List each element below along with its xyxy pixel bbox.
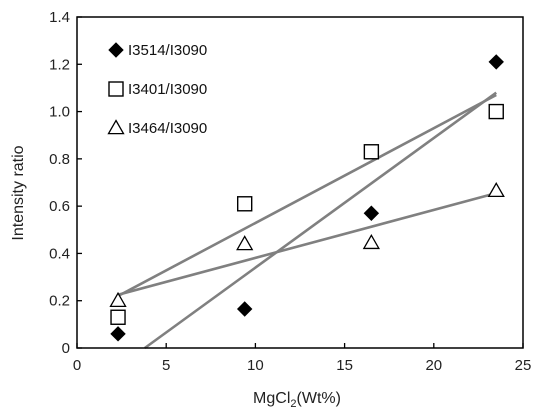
x-axis-label-main: MgCl <box>253 390 290 407</box>
diamond-marker <box>363 205 380 221</box>
triangle-marker <box>107 119 125 135</box>
square-marker <box>236 196 253 212</box>
plot-frame <box>76 16 524 349</box>
diamond-marker <box>236 301 253 317</box>
x-axis-label-subscript: 2 <box>290 398 296 410</box>
x-axis-label-suffix: (Wt%) <box>297 390 341 407</box>
diamond-marker <box>488 54 504 70</box>
triangle-marker <box>362 233 380 250</box>
fit-lines <box>117 91 498 350</box>
x-axis-label: MgCl2(Wt%) <box>253 390 341 410</box>
triangle-marker <box>487 181 505 198</box>
square-marker <box>110 309 126 325</box>
x-tick-label: 25 <box>515 357 532 374</box>
legend: I3514/I3090 I3401/I3090 I3464/I3090 <box>107 42 207 137</box>
triangle-marker <box>109 291 127 307</box>
square-marker <box>488 103 504 120</box>
x-tick-label: 15 <box>336 357 353 374</box>
y-tick-label: 0.6 <box>49 198 70 215</box>
y-tick-label: 0 <box>62 340 70 357</box>
fit-line <box>117 93 497 298</box>
legend-label: I3401/I3090 <box>128 81 207 98</box>
diamond-marker <box>110 326 126 342</box>
y-axis-label: Intensity ratio <box>10 145 27 240</box>
legend-label: I3514/I3090 <box>128 42 207 59</box>
fit-line <box>117 191 497 297</box>
square-marker <box>363 144 380 160</box>
fit-line <box>144 91 498 350</box>
y-tick-label: 0.2 <box>49 293 70 310</box>
square-marker <box>108 81 124 97</box>
triangle-marker <box>236 235 254 251</box>
x-tick-label: 10 <box>247 357 264 374</box>
y-tick-label: 0.4 <box>49 245 70 262</box>
y-tick-label: 0.8 <box>49 151 70 168</box>
y-tick-label: 1.2 <box>49 56 70 73</box>
legend-label: I3464/I3090 <box>128 120 207 137</box>
axes <box>76 16 524 349</box>
x-tick-label: 20 <box>425 357 442 374</box>
x-tick-label: 0 <box>73 357 81 374</box>
diamond-marker <box>108 42 124 58</box>
tick-labels: 0 5 10 15 20 25 0 0.2 0.4 0.6 0.8 1.0 1.2 1.4 <box>49 9 531 374</box>
y-tick-label: 1.0 <box>49 104 70 121</box>
data-points <box>109 54 505 342</box>
y-tick-label: 1.4 <box>49 9 70 26</box>
x-tick-label: 5 <box>162 357 170 374</box>
